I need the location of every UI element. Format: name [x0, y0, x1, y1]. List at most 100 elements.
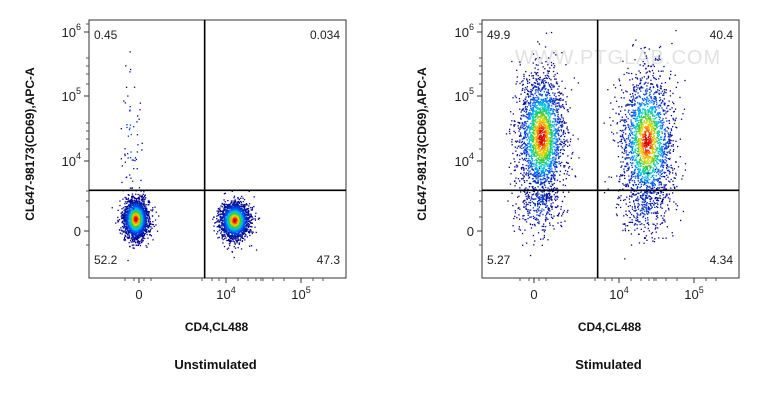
event-dot — [126, 219, 129, 221]
event-dot — [258, 217, 261, 219]
event-dot — [140, 221, 142, 223]
event-dot — [132, 159, 135, 161]
event-dot — [229, 217, 231, 219]
caption-unstimulated: Unstimulated — [174, 357, 256, 372]
event-dot — [243, 227, 245, 229]
event-dot — [229, 210, 231, 212]
event-dot — [145, 213, 148, 215]
event-dot — [142, 236, 144, 238]
event-dot — [242, 225, 244, 227]
event-dot — [248, 222, 250, 225]
event-dot — [535, 82, 537, 84]
event-dot — [148, 218, 150, 221]
event-dot — [218, 226, 220, 228]
event-dot — [230, 212, 233, 214]
event-dot — [552, 143, 555, 145]
event-dot — [221, 222, 223, 224]
event-dot — [127, 153, 129, 155]
event-dot — [128, 235, 130, 237]
event-dot — [237, 230, 239, 233]
event-dot — [222, 211, 224, 213]
event-dot — [563, 107, 565, 110]
event-dot — [233, 206, 235, 209]
event-dot — [128, 231, 130, 233]
event-dot — [125, 220, 127, 222]
event-dot — [233, 232, 235, 234]
event-dot — [131, 199, 133, 201]
event-dot — [219, 210, 222, 212]
event-dot — [150, 228, 152, 231]
event-dot — [143, 204, 145, 206]
event-dot — [224, 225, 226, 227]
event-dot — [221, 235, 223, 237]
event-dot — [129, 228, 131, 230]
event-dot — [122, 222, 125, 224]
event-dot — [223, 208, 225, 210]
event-dot — [561, 121, 563, 123]
y-tick-label: 0 — [74, 224, 81, 239]
event-dot — [554, 74, 556, 76]
event-dot — [144, 216, 146, 219]
event-dot — [136, 225, 138, 227]
event-dot — [236, 232, 238, 235]
event-dot — [254, 219, 257, 221]
event-dot — [545, 82, 547, 84]
event-dot — [222, 242, 224, 244]
event-dot — [138, 237, 140, 239]
y-tick-exponent: 5 — [76, 86, 81, 96]
event-dot — [235, 219, 237, 221]
event-dot — [139, 226, 141, 228]
event-dot — [141, 229, 144, 231]
event-dot — [231, 208, 233, 211]
event-dot — [234, 212, 236, 215]
event-dot — [234, 225, 236, 227]
event-dot — [239, 239, 241, 242]
event-dot — [136, 238, 138, 240]
event-dot — [135, 232, 137, 234]
event-dot — [535, 91, 537, 93]
event-dot — [125, 208, 127, 210]
event-dot — [145, 211, 147, 213]
event-dot — [137, 223, 139, 225]
event-dot — [235, 209, 237, 211]
event-dot — [127, 135, 129, 137]
event-dot — [142, 193, 145, 195]
event-dot — [240, 203, 242, 205]
event-dot — [217, 207, 219, 210]
event-dot — [244, 214, 247, 217]
event-dot — [127, 206, 129, 208]
event-dot — [231, 214, 233, 217]
event-dot — [217, 214, 220, 216]
event-dot — [254, 218, 256, 220]
event-dot — [136, 210, 138, 212]
event-dot — [141, 208, 143, 210]
event-dot — [249, 221, 251, 223]
event-dot — [535, 100, 538, 102]
event-dot — [222, 216, 224, 219]
event-dot — [243, 207, 246, 209]
event-dot — [245, 228, 247, 231]
event-dot — [125, 218, 127, 221]
event-dot — [229, 211, 231, 214]
event-dot — [235, 206, 237, 209]
event-dot — [254, 226, 256, 228]
event-dot — [145, 221, 147, 223]
event-dot — [537, 96, 539, 98]
event-dot — [250, 213, 252, 215]
event-dot — [223, 217, 226, 219]
event-dot — [232, 213, 234, 215]
event-dot — [132, 219, 135, 221]
event-dot — [133, 230, 135, 233]
event-dot — [522, 147, 525, 149]
event-dot — [141, 205, 143, 207]
event-dot — [541, 156, 543, 158]
event-dot — [137, 236, 139, 239]
event-dot — [243, 223, 245, 225]
event-dot — [124, 236, 126, 238]
event-dot — [545, 131, 548, 134]
event-dot — [138, 222, 140, 224]
event-dot — [520, 93, 522, 95]
event-dot — [143, 204, 145, 207]
event-dot — [247, 208, 249, 210]
event-dot — [523, 103, 526, 105]
